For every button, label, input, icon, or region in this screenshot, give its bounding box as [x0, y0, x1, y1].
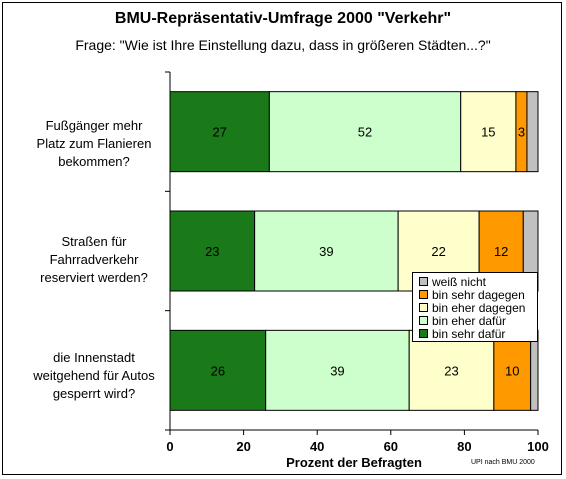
category-label-line: Platz zum Flanieren	[36, 136, 152, 151]
chart-subtitle: Frage: "Wie ist Ihre Einstellung dazu, d…	[75, 37, 491, 53]
bar-data-label: 15	[481, 125, 495, 140]
x-tick-label: 40	[310, 439, 324, 454]
legend-item-weiss-nicht: weiß nicht	[419, 274, 537, 289]
bar-data-label: 39	[319, 244, 333, 259]
bar-segment	[526, 91, 539, 173]
category-label-line: die Innenstadt	[53, 350, 135, 365]
category-label-line: gesperrt wird?	[52, 386, 136, 401]
legend-label: weiß nicht	[432, 274, 487, 289]
chart-legend: weiß nicht bin sehr dagegen bin eher dag…	[412, 272, 538, 342]
category-label-1: Fußgänger mehr Platz zum Flanieren bekom…	[20, 117, 168, 171]
legend-swatch-icon	[419, 329, 428, 338]
legend-swatch-icon	[419, 303, 428, 312]
x-tick-label: 100	[527, 439, 549, 454]
legend-label: bin sehr dagegen	[432, 287, 525, 302]
legend-swatch-icon	[419, 290, 428, 299]
category-label-line: Fußgänger mehr	[45, 118, 143, 133]
bar-data-label: 23	[205, 244, 219, 259]
bar-data-label: 52	[358, 125, 372, 140]
legend-item-bin-sehr-dafuer: bin sehr dafür	[419, 326, 537, 341]
legend-label: bin eher dagegen	[432, 300, 526, 315]
category-label-line: weitgehend für Autos	[33, 368, 155, 383]
legend-swatch-icon	[419, 277, 428, 286]
bar-data-label: 12	[494, 244, 508, 259]
legend-item-bin-eher-dafuer: bin eher dafür	[419, 313, 537, 328]
bar-data-label: 23	[444, 363, 458, 378]
bar-segment	[169, 91, 270, 173]
category-label-line: Fahrradverkehr	[49, 252, 139, 267]
bar-data-label: 10	[505, 363, 519, 378]
bar-segment	[265, 329, 410, 411]
bar-data-label: 3	[518, 125, 525, 140]
x-tick-label: 80	[457, 439, 471, 454]
x-tick-label: 20	[236, 439, 250, 454]
bar-segment	[254, 210, 399, 292]
bar-data-label: 22	[431, 244, 445, 259]
legend-label: bin eher dafür	[432, 313, 507, 328]
x-tick-label: 60	[384, 439, 398, 454]
source-note: UPI nach BMU 2000	[471, 459, 535, 466]
legend-item-bin-eher-dagegen: bin eher dagegen	[419, 300, 537, 315]
x-tick-label: 0	[166, 439, 173, 454]
legend-swatch-icon	[419, 316, 428, 325]
bar-data-label: 39	[330, 363, 344, 378]
category-label-line: bekommen?	[58, 154, 130, 169]
bar-segment	[169, 329, 267, 411]
bar-data-label: 27	[212, 125, 226, 140]
bar-data-label: 26	[211, 363, 225, 378]
bar-segment	[530, 329, 539, 411]
category-label-line: reserviert werden?	[40, 270, 148, 285]
chart-title: BMU-Repräsentativ-Umfrage 2000 "Verkehr"	[114, 10, 452, 27]
x-axis-title: Prozent der Befragten	[286, 455, 422, 470]
legend-item-bin-sehr-dagegen: bin sehr dagegen	[419, 287, 537, 302]
category-label-2: Straßen für Fahrradverkehr reserviert we…	[20, 233, 168, 287]
category-label-3: die Innenstadt weitgehend für Autos gesp…	[20, 349, 168, 403]
category-label-line: Straßen für	[61, 234, 127, 249]
legend-label: bin sehr dafür	[432, 326, 506, 341]
